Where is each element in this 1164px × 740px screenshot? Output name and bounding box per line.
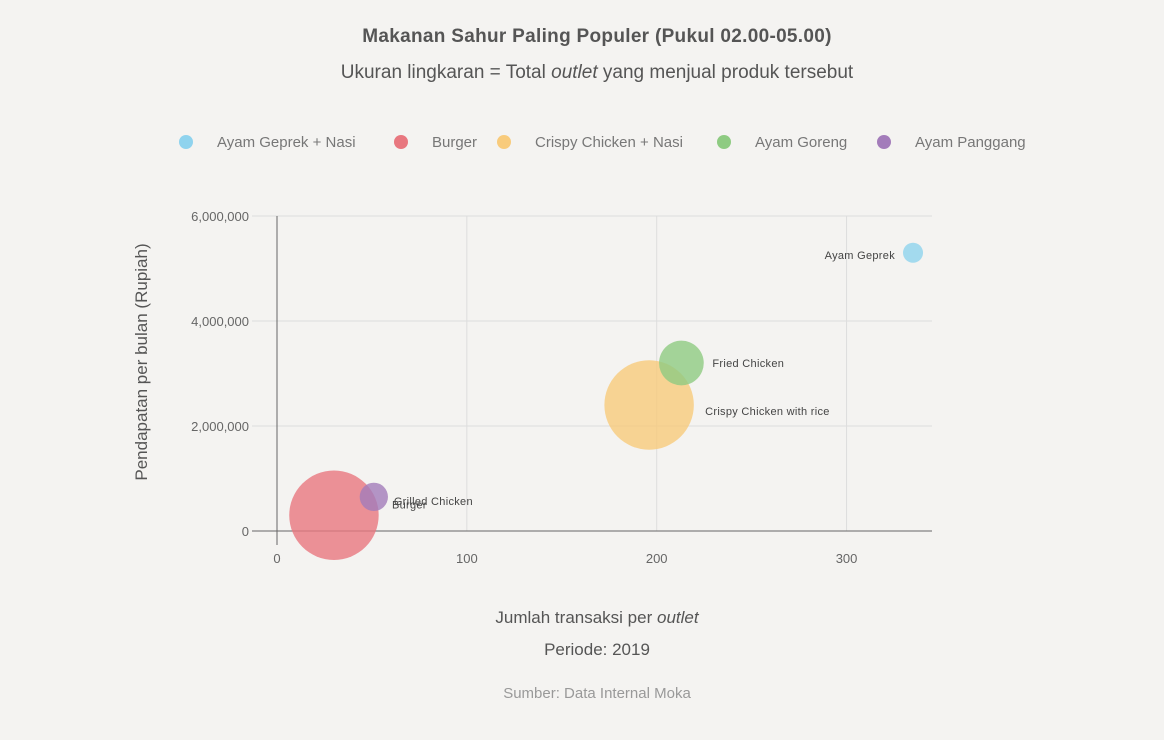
y-tick-label: 6,000,000: [191, 209, 249, 224]
bubble-point: [359, 482, 388, 512]
legend-item-ayam-goreng[interactable]: Ayam Goreng: [717, 132, 847, 152]
bubble-point: [659, 340, 704, 386]
chart-source: Sumber: Data Internal Moka: [503, 685, 691, 702]
data-label: Fried Chicken: [712, 358, 784, 370]
chart-legend: Ayam Geprek + Nasi Burger Crispy Chicken…: [0, 132, 1164, 152]
data-label: Crispy Chicken with rice: [705, 406, 830, 418]
legend-swatch: [179, 135, 193, 149]
legend-label: Ayam Panggang: [915, 133, 1026, 151]
y-tick-label: 2,000,000: [191, 419, 249, 434]
bubble-point: [903, 242, 924, 263]
legend-item-ayam-geprek-nasi[interactable]: Ayam Geprek + Nasi: [179, 132, 356, 152]
legend-item-ayam-panggang[interactable]: Ayam Panggang: [877, 132, 1026, 152]
subtitle-suffix: yang menjual produk tersebut: [597, 62, 854, 83]
x-axis-label: Jumlah transaksi per outlet: [0, 608, 1164, 628]
chart-title: Makanan Sahur Paling Populer (Pukul 02.0…: [362, 26, 832, 47]
legend-item-burger[interactable]: Burger: [394, 132, 477, 152]
legend-label: Burger: [432, 133, 478, 151]
x-axis-period: Periode: 2019: [544, 640, 650, 659]
bubble-chart: 0 2,000,000 4,000,000 6,000,000 0 100 200 300 Pe…: [132, 209, 932, 566]
chart-subtitle: Ukuran lingkaran = Total outlet yang men…: [0, 62, 1164, 84]
y-tick-label: 0: [242, 524, 249, 539]
y-tick-label: 4,000,000: [191, 314, 249, 329]
legend-label: Crispy Chicken + Nasi: [535, 133, 683, 151]
legend-swatch: [717, 135, 731, 149]
legend-item-crispy-chicken-nasi[interactable]: Crispy Chicken + Nasi: [497, 132, 683, 152]
y-axis-label: Pendapatan per bulan (Rupiah): [132, 243, 151, 480]
data-label: Ayam Geprek: [825, 250, 896, 262]
x-tick-label: 200: [646, 551, 668, 566]
subtitle-prefix: Ukuran lingkaran = Total: [340, 62, 552, 83]
subtitle-italic: outlet: [551, 62, 598, 83]
bubble-point: [289, 470, 379, 560]
x-axis-label-italic: outlet: [656, 608, 699, 627]
x-axis-label-prefix: Jumlah transaksi per: [495, 608, 657, 627]
legend-label: Ayam Geprek + Nasi: [217, 133, 356, 151]
x-tick-label: 0: [273, 551, 280, 566]
data-label: Grilled Chicken: [394, 496, 473, 508]
legend-swatch: [497, 135, 511, 149]
x-tick-label: 100: [456, 551, 478, 566]
legend-swatch: [394, 135, 408, 149]
x-tick-label: 300: [836, 551, 858, 566]
legend-swatch: [877, 135, 891, 149]
legend-label: Ayam Goreng: [755, 133, 848, 151]
data-label: Burger: [392, 499, 427, 511]
